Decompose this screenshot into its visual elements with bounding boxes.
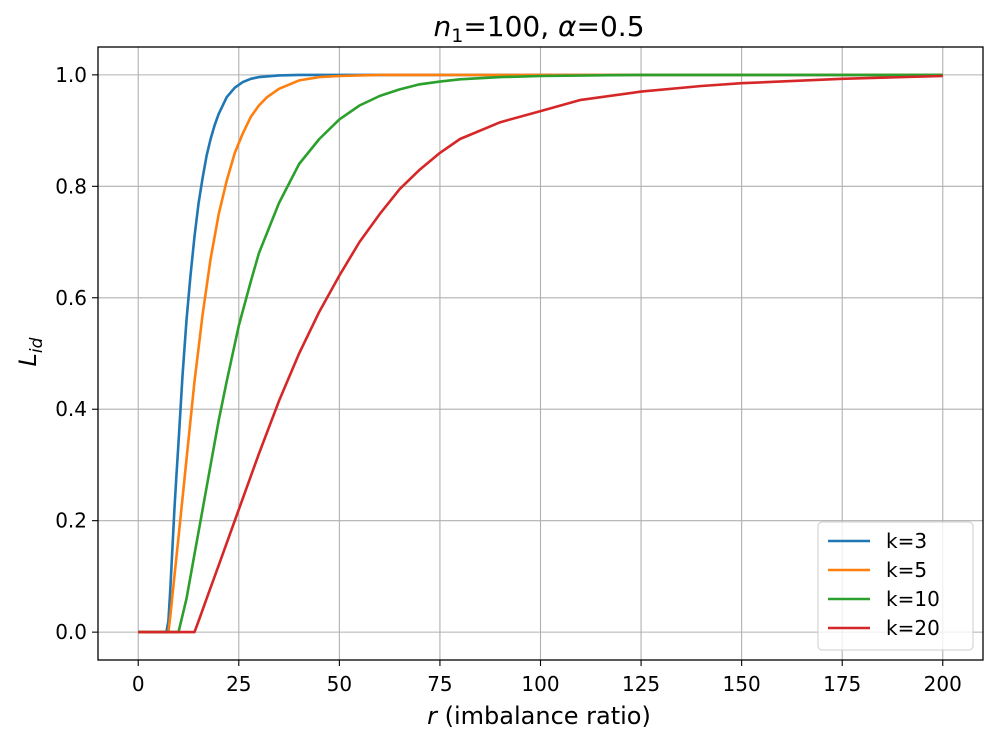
x-tick-label: 100 (521, 672, 559, 696)
legend: k=3 k=5 k=10 k=20 (817, 521, 974, 651)
x-tick-label: 175 (823, 672, 861, 696)
y-tick-label: 0.0 (55, 620, 87, 644)
x-tick-label: 125 (622, 672, 660, 696)
x-tick-label: 200 (924, 672, 962, 696)
series-line-k=3 (138, 73, 943, 634)
series-line-k=5 (138, 73, 943, 634)
y-axis-title: Lid (14, 337, 47, 366)
x-tick-label: 75 (427, 672, 452, 696)
x-tick-label: 0 (132, 672, 145, 696)
y-tick-label: 0.8 (55, 174, 87, 198)
title-alpha-value: =0.5 (577, 10, 645, 43)
x-tick-label: 150 (723, 672, 761, 696)
chart-title: n1=100, α=0.5 (433, 10, 644, 47)
legend-label-k=5: k=5 (886, 558, 927, 582)
x-tick-label: 25 (226, 672, 251, 696)
y-tick-label: 0.6 (55, 286, 87, 310)
y-axis-symbol: L (14, 353, 42, 366)
x-axis-text: (imbalance ratio) (437, 702, 651, 730)
y-tick-label: 0.2 (55, 509, 87, 533)
y-axis-subscript: id (27, 337, 47, 353)
x-axis-symbol: r (427, 702, 439, 730)
x-axis-title: r (imbalance ratio) (427, 702, 651, 730)
title-alpha-symbol: α (558, 10, 577, 43)
title-n-symbol: n (433, 10, 451, 43)
axis-ticks: 0 25 50 75 100 125 150 175 200 0.0 0.2 0.4 0.6 0.8 1.0 (55, 63, 962, 696)
y-tick-label: 1.0 (55, 63, 87, 87)
series-line-k=10 (138, 73, 943, 634)
title-n-value: =100, (463, 10, 558, 43)
legend-label-k=20: k=20 (886, 616, 940, 640)
series-lines (138, 73, 943, 634)
x-tick-label: 50 (327, 672, 352, 696)
legend-label-k=10: k=10 (886, 587, 940, 611)
legend-label-k=3: k=3 (886, 529, 927, 553)
y-tick-label: 0.4 (55, 397, 87, 421)
legend-box (817, 521, 974, 651)
series-line-k=20 (138, 74, 943, 634)
title-n-subscript: 1 (451, 25, 463, 47)
